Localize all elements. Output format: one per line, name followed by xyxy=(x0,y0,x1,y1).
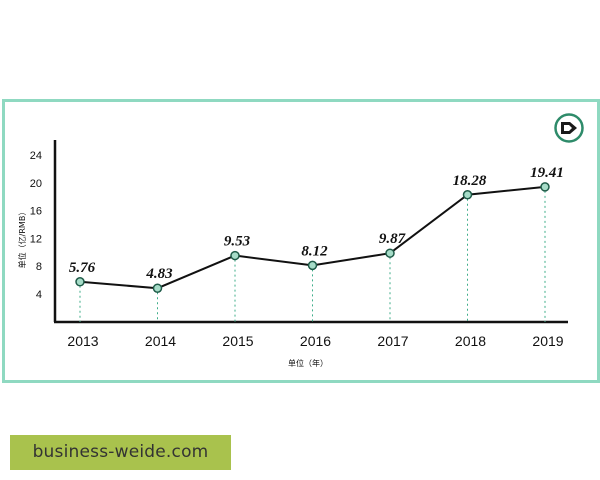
y-tick-label: 20 xyxy=(30,178,42,190)
data-label: 8.12 xyxy=(301,243,328,259)
data-point xyxy=(540,182,550,192)
data-point xyxy=(462,190,473,200)
watermark-label: business-weide.com xyxy=(10,435,231,470)
chart-card xyxy=(2,99,600,383)
data-label: 5.76 xyxy=(69,260,96,276)
data-point xyxy=(230,250,240,261)
x-axis-label: 单位（年） xyxy=(288,358,328,368)
data-point xyxy=(307,260,318,271)
data-label: 9.53 xyxy=(224,234,251,250)
data-point xyxy=(385,248,395,258)
data-points xyxy=(75,182,550,293)
x-tick-label: 2015 xyxy=(222,333,253,349)
x-tick-labels: 2013 2014 2015 2016 2017 2018 2019 xyxy=(67,333,563,349)
x-tick-label: 2017 xyxy=(377,333,408,349)
brand-logo-icon xyxy=(554,113,584,143)
data-point xyxy=(152,283,163,293)
data-labels: 5.76 4.83 9.53 8.12 9.87 18.28 19.41 xyxy=(69,165,564,282)
y-tick-label: 8 xyxy=(36,261,42,273)
x-tick-label: 2014 xyxy=(145,333,176,349)
y-tick-label: 4 xyxy=(36,289,42,301)
data-label: 18.28 xyxy=(453,173,487,189)
data-point xyxy=(75,277,85,287)
x-tick-label: 2019 xyxy=(532,333,563,349)
data-label: 9.87 xyxy=(379,231,406,247)
data-label: 4.83 xyxy=(145,266,173,282)
drop-lines xyxy=(79,190,546,322)
axes xyxy=(53,140,568,324)
x-tick-label: 2013 xyxy=(67,333,98,349)
y-axis-label: 单位（亿/RMB） xyxy=(17,208,27,269)
y-tick-label: 16 xyxy=(30,206,42,218)
data-label: 19.41 xyxy=(530,165,564,181)
x-tick-label: 2018 xyxy=(455,333,486,349)
x-tick-label: 2016 xyxy=(300,333,331,349)
y-tick-labels: 4 8 12 16 20 24 xyxy=(30,150,42,301)
y-tick-label: 24 xyxy=(30,150,42,162)
y-tick-label: 12 xyxy=(30,233,42,245)
